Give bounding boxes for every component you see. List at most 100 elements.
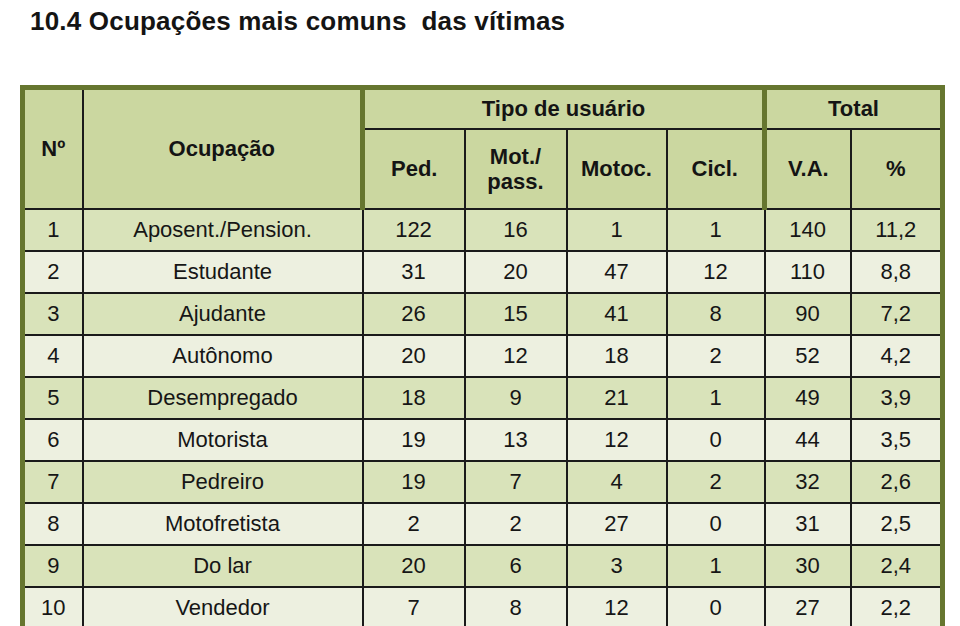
col-header-ciclista: Cicl. [667,129,765,209]
table-row: 2Estudante312047121108,8 [23,251,943,293]
cell-cicl: 8 [667,293,765,335]
cell-ocupacao: Estudante [83,251,363,293]
table-row: 8Motofretista22270312,5 [23,503,943,545]
table-row: 9Do lar20631302,4 [23,545,943,587]
table-row: 6Motorista1913120443,5 [23,419,943,461]
cell-motoc: 3 [567,545,667,587]
table-header: Nº Ocupação Tipo de usuário Total Ped. M… [23,88,943,210]
table-row: 4Autônomo2012182524,2 [23,335,943,377]
cell-ocupacao: Autônomo [83,335,363,377]
cell-ocupacao: Motofretista [83,503,363,545]
cell-ocupacao: Aposent./Pension. [83,209,363,251]
table-row: 1Aposent./Pension.122161114011,2 [23,209,943,251]
cell-mot_pass: 16 [465,209,567,251]
cell-va: 44 [765,419,851,461]
cell-va: 49 [765,377,851,419]
cell-motoc: 12 [567,419,667,461]
cell-cicl: 12 [667,251,765,293]
table-row: 7Pedreiro19742322,6 [23,461,943,503]
col-header-motociclista: Motoc. [567,129,667,209]
cell-mot_pass: 20 [465,251,567,293]
cell-ped: 2 [363,503,465,545]
cell-mot_pass: 12 [465,335,567,377]
cell-ocupacao: Vendedor [83,587,363,626]
group-header-total: Total [765,88,943,130]
cell-va: 140 [765,209,851,251]
cell-no: 10 [23,587,83,626]
cell-ped: 7 [363,587,465,626]
cell-motoc: 12 [567,587,667,626]
cell-pct: 2,4 [851,545,943,587]
table-row: 5Desempregado189211493,9 [23,377,943,419]
table-row: 10Vendedor78120272,2 [23,587,943,626]
cell-no: 3 [23,293,83,335]
cell-no: 2 [23,251,83,293]
header-group-row: Nº Ocupação Tipo de usuário Total [23,88,943,130]
cell-motoc: 27 [567,503,667,545]
cell-ped: 20 [363,545,465,587]
cell-no: 8 [23,503,83,545]
cell-no: 6 [23,419,83,461]
cell-mot_pass: 9 [465,377,567,419]
cell-pct: 2,6 [851,461,943,503]
cell-ped: 19 [363,419,465,461]
cell-cicl: 0 [667,587,765,626]
cell-ped: 18 [363,377,465,419]
col-header-percentual: % [851,129,943,209]
cell-mot_pass: 7 [465,461,567,503]
cell-no: 4 [23,335,83,377]
cell-ocupacao: Pedreiro [83,461,363,503]
cell-ped: 19 [363,461,465,503]
cell-ocupacao: Do lar [83,545,363,587]
cell-va: 90 [765,293,851,335]
cell-motoc: 4 [567,461,667,503]
cell-va: 27 [765,587,851,626]
cell-cicl: 2 [667,461,765,503]
cell-pct: 8,8 [851,251,943,293]
cell-pct: 11,2 [851,209,943,251]
cell-ped: 122 [363,209,465,251]
col-header-pedestre: Ped. [363,129,465,209]
cell-no: 9 [23,545,83,587]
cell-motoc: 41 [567,293,667,335]
cell-va: 31 [765,503,851,545]
cell-motoc: 47 [567,251,667,293]
cell-cicl: 2 [667,335,765,377]
cell-pct: 3,5 [851,419,943,461]
cell-va: 32 [765,461,851,503]
cell-motoc: 18 [567,335,667,377]
cell-mot_pass: 13 [465,419,567,461]
cell-cicl: 1 [667,209,765,251]
col-header-valor-absoluto: V.A. [765,129,851,209]
cell-ocupacao: Motorista [83,419,363,461]
cell-ped: 26 [363,293,465,335]
cell-no: 1 [23,209,83,251]
cell-motoc: 1 [567,209,667,251]
cell-mot_pass: 6 [465,545,567,587]
cell-cicl: 0 [667,503,765,545]
cell-pct: 7,2 [851,293,943,335]
cell-no: 7 [23,461,83,503]
col-header-motorista-passageiro: Mot./ pass. [465,129,567,209]
cell-pct: 3,9 [851,377,943,419]
cell-mot_pass: 8 [465,587,567,626]
cell-va: 52 [765,335,851,377]
col-header-ocupacao: Ocupação [83,88,363,210]
section-title: 10.4 Ocupações mais comuns das vítimas [30,6,565,37]
cell-motoc: 21 [567,377,667,419]
cell-ocupacao: Ajudante [83,293,363,335]
cell-ocupacao: Desempregado [83,377,363,419]
cell-pct: 4,2 [851,335,943,377]
cell-pct: 2,5 [851,503,943,545]
cell-no: 5 [23,377,83,419]
group-header-tipo-de-usuario: Tipo de usuário [363,88,765,130]
cell-mot_pass: 15 [465,293,567,335]
cell-va: 30 [765,545,851,587]
cell-va: 110 [765,251,851,293]
cell-cicl: 1 [667,377,765,419]
cell-ped: 20 [363,335,465,377]
cell-ped: 31 [363,251,465,293]
cell-cicl: 1 [667,545,765,587]
table-row: 3Ajudante2615418907,2 [23,293,943,335]
report-page: 10.4 Ocupações mais comuns das vítimas N… [0,0,960,626]
